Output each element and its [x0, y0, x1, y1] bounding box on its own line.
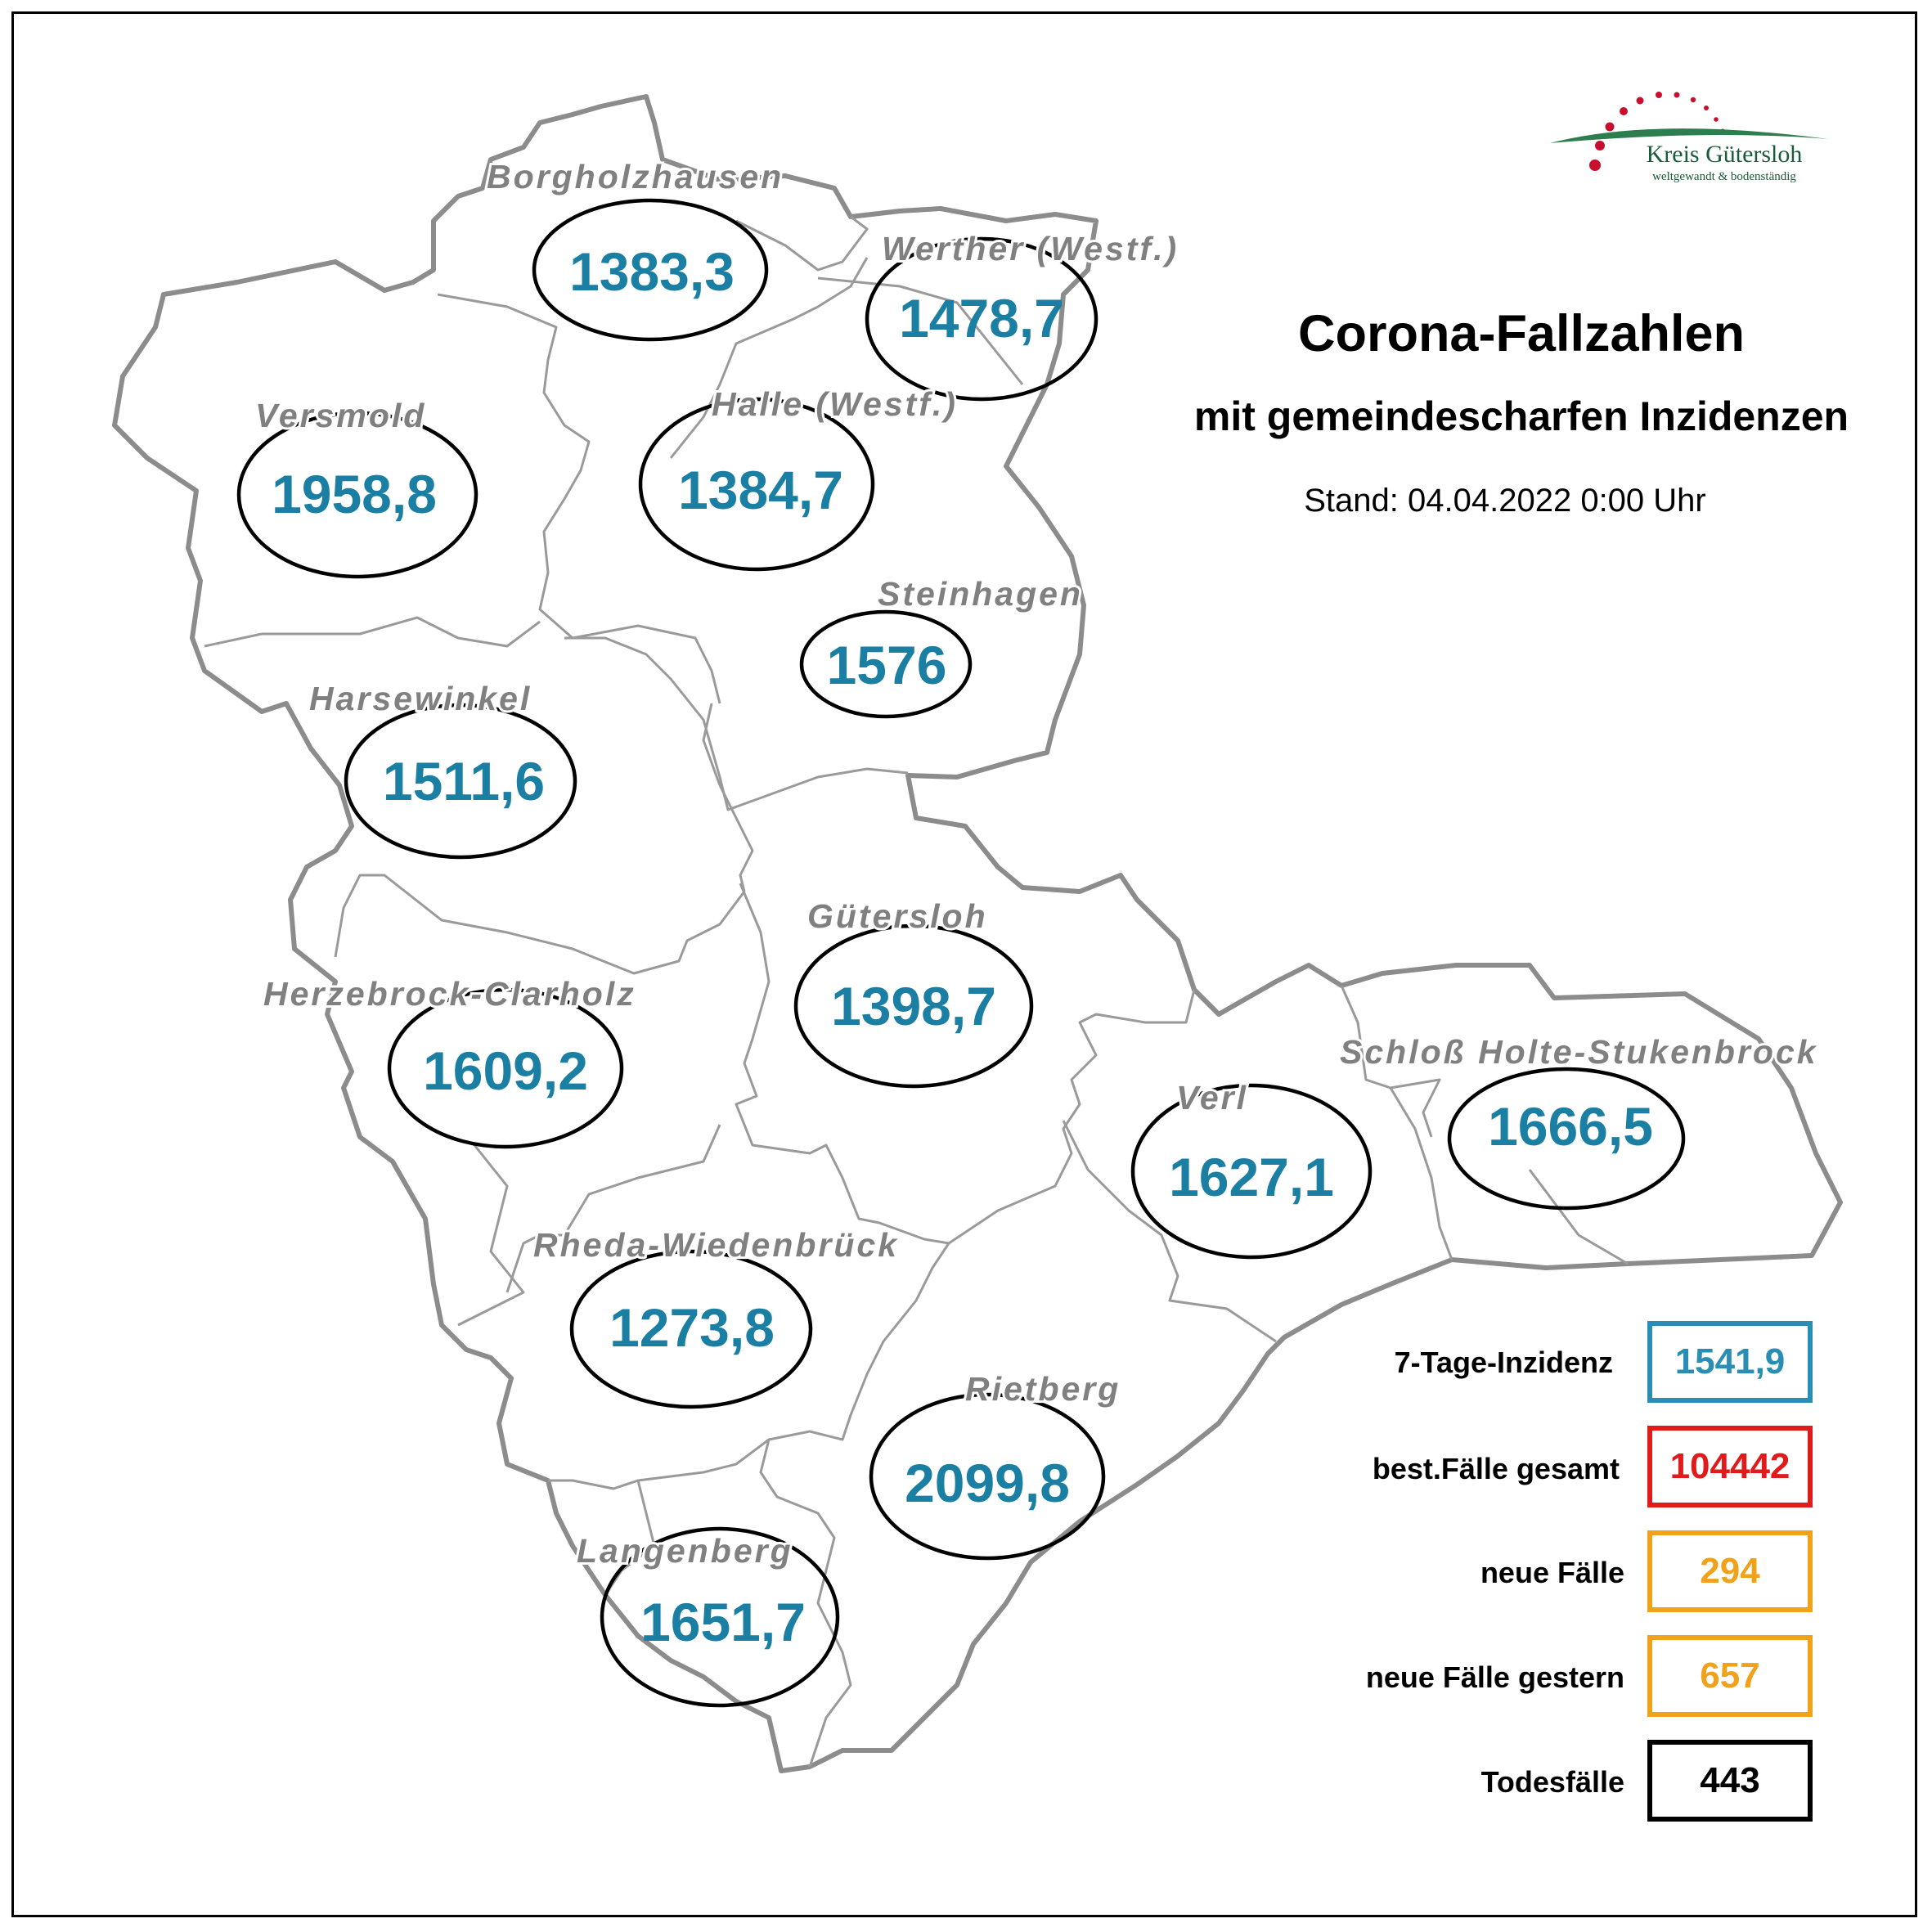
- municipality-name: Herzebrock-Clarholz: [263, 975, 636, 1013]
- page-subtitle: mit gemeindescharfen Inzidenzen: [1193, 393, 1849, 439]
- municipality-ellipse: [1447, 1067, 1686, 1211]
- municipality-incidence: 1511,6: [383, 751, 545, 811]
- municipality-verl: Verl 1627,1: [1130, 1076, 1373, 1260]
- municipality-ellipse: [532, 198, 769, 342]
- municipality-incidence: 1609,2: [423, 1040, 588, 1101]
- stat-label-incidence: 7-Tage-Inzidenz: [1394, 1346, 1613, 1379]
- municipality-rheda-wiedenbr-ck: Rheda-Wiedenbrück 1273,8: [531, 1224, 899, 1409]
- page-title: Corona-Fallzahlen: [1297, 305, 1746, 362]
- logo-hill: [1550, 128, 1828, 143]
- municipality-incidence: 1273,8: [609, 1297, 775, 1358]
- municipality-name: Langenberg: [577, 1532, 793, 1570]
- municipality-werther-westf: Werther (Westf.) 1478,7: [865, 227, 1179, 402]
- municipality-ellipse: [387, 987, 624, 1149]
- municipality-incidence: 1384,7: [678, 460, 843, 520]
- municipality-name: Gütersloh: [807, 897, 988, 935]
- municipality-steinhagen: Steinhagen 1576: [799, 573, 1083, 719]
- municipality-incidence: 1666,5: [1488, 1096, 1653, 1157]
- municipality-name: Rietberg: [965, 1370, 1121, 1408]
- kreis-guetersloh-logo: Kreis Gütersloh weltgewandt & bodenständ…: [1550, 92, 1828, 183]
- municipality-name: Verl: [1176, 1079, 1248, 1117]
- municipality-incidence: 1958,8: [272, 464, 437, 524]
- municipality-versmold: Versmold 1958,8: [236, 394, 479, 579]
- municipality-incidence: 1383,3: [569, 241, 735, 302]
- municipality-rietberg: Rietberg 2099,8: [869, 1368, 1121, 1561]
- municipality-g-tersloh: Gütersloh 1398,7: [793, 895, 1034, 1089]
- stat-box-deaths: 443: [1647, 1740, 1813, 1822]
- stat-label-total: best.Fälle gesamt: [1372, 1452, 1620, 1485]
- municipality-schlo-holte-stukenbrock: Schloß Holte-Stukenbrock 1666,5: [1337, 1031, 1818, 1211]
- municipality-name: Harsewinkel: [309, 680, 532, 717]
- municipality-name: Versmold: [255, 397, 426, 434]
- municipality-incidence: 2099,8: [905, 1453, 1070, 1513]
- logo-dots: [1589, 92, 1725, 171]
- district-outline: [112, 94, 1843, 1773]
- municipality-ellipse: [600, 1526, 840, 1708]
- stat-box-total: 104442: [1647, 1426, 1813, 1507]
- date-stamp: Stand: 04.04.2022 0:00 Uhr: [1304, 483, 1706, 519]
- municipality-name: Werther (Westf.): [882, 230, 1179, 267]
- municipality-langenberg: Langenberg 1651,7: [574, 1526, 840, 1708]
- stat-label-deaths: Todesfälle: [1480, 1765, 1624, 1799]
- municipality-ellipse: [865, 236, 1099, 402]
- municipality-harsewinkel: Harsewinkel 1511,6: [307, 677, 577, 860]
- municipality-ellipse: [236, 411, 479, 579]
- municipality-ellipse: [1130, 1083, 1373, 1260]
- logo-name: Kreis Gütersloh: [1647, 141, 1803, 168]
- municipality-name: Halle (Westf.): [712, 385, 958, 423]
- municipality-ellipse: [638, 397, 875, 572]
- municipality-ellipse: [799, 609, 973, 719]
- municipality-incidence: 1651,7: [640, 1592, 806, 1652]
- municipality-halle-westf: Halle (Westf.) 1384,7: [638, 383, 958, 572]
- municipality-ellipse: [569, 1249, 813, 1409]
- municipality-herzebrock-clarholz: Herzebrock-Clarholz 1609,2: [261, 973, 636, 1149]
- municipality-incidence: 1398,7: [831, 976, 996, 1036]
- municipality-name: Rheda-Wiedenbrück: [533, 1226, 899, 1264]
- municipality-incidence: 1627,1: [1169, 1147, 1334, 1207]
- municipality-name: Borgholzhausen: [487, 158, 784, 195]
- municipality-ellipse: [344, 703, 577, 860]
- municipality-name: Schloß Holte-Stukenbrock: [1340, 1033, 1818, 1071]
- stat-label-new: neue Fälle: [1480, 1556, 1624, 1589]
- logo-tagline: weltgewandt & bodenständig: [1652, 170, 1796, 183]
- municipality-ellipse: [793, 923, 1034, 1089]
- stat-box-new: 294: [1647, 1530, 1813, 1612]
- stat-label-new-yesterday: neue Fälle gestern: [1365, 1660, 1624, 1694]
- municipality-name: Steinhagen: [878, 575, 1083, 613]
- municipality-incidence: 1576: [827, 635, 947, 695]
- municipality-incidence: 1478,7: [899, 288, 1064, 348]
- municipality-borgholzhausen: Borgholzhausen 1383,3: [484, 155, 784, 342]
- stat-box-incidence: 1541,9: [1647, 1321, 1813, 1403]
- municipality-ellipse: [869, 1392, 1106, 1561]
- stat-box-new-yesterday: 657: [1647, 1635, 1813, 1717]
